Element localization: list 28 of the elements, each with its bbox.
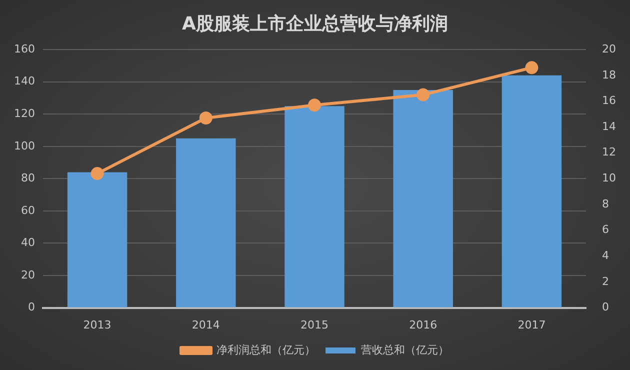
y2-tick-label: 4 xyxy=(602,249,610,262)
y2-tick-label: 18 xyxy=(602,68,616,82)
chart-title: A股服装上市企业总营收与净利润 xyxy=(182,13,448,34)
y-tick-label: 140 xyxy=(14,74,35,88)
y2-tick-label: 8 xyxy=(602,197,610,210)
y-tick-label: 100 xyxy=(14,139,35,152)
y-tick-label: 40 xyxy=(20,236,35,250)
x-tick-label: 2013 xyxy=(83,318,112,332)
y-tick-label: 60 xyxy=(20,204,35,217)
y2-tick-label: 12 xyxy=(602,146,616,159)
y-tick-label: 120 xyxy=(14,107,35,120)
y2-tick-label: 2 xyxy=(602,274,610,288)
y2-tick-label: 6 xyxy=(602,223,610,236)
y-tick-label: 160 xyxy=(14,42,35,56)
y2-tick-label: 20 xyxy=(602,42,616,56)
x-tick-label: 2016 xyxy=(409,318,438,332)
y2-tick-label: 0 xyxy=(602,300,610,314)
x-tick-label: 2017 xyxy=(518,318,546,332)
x-tick-label: 2014 xyxy=(192,318,220,332)
y-tick-label: 0 xyxy=(28,300,35,314)
y2-tick-label: 14 xyxy=(602,120,616,133)
y-tick-label: 20 xyxy=(20,268,35,282)
y2-tick-label: 10 xyxy=(602,172,616,185)
y2-tick-label: 16 xyxy=(602,94,616,108)
legend-label: 净利润总和（亿元） xyxy=(216,343,316,356)
legend-label: 营收总和（亿元） xyxy=(361,343,449,356)
y-tick-label: 80 xyxy=(20,172,35,185)
x-tick-label: 2015 xyxy=(300,318,328,332)
